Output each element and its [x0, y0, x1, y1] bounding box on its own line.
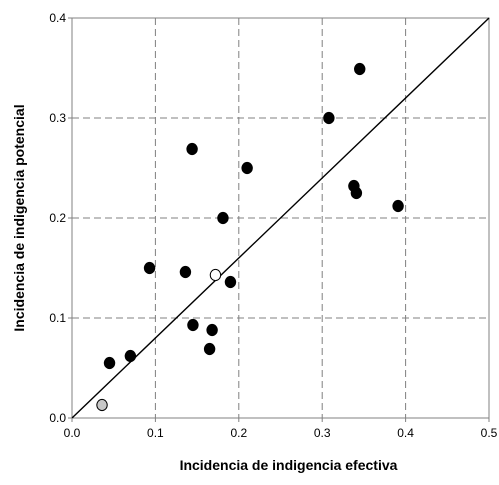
data-point-filled — [241, 161, 253, 175]
reference-line — [71, 17, 490, 419]
data-point-filled — [103, 356, 116, 370]
data-point-filled — [206, 323, 218, 337]
y-tick-label: 0.0 — [49, 411, 66, 425]
data-point-filled — [350, 186, 363, 200]
data-point-filled — [143, 261, 156, 275]
y-tick-label: 0.4 — [49, 11, 66, 25]
data-point-filled — [124, 349, 137, 363]
x-tick-label: 0.0 — [64, 426, 81, 440]
data-points — [96, 62, 404, 412]
y-tick-label: 0.3 — [49, 111, 66, 125]
x-tick-label: 0.1 — [147, 426, 164, 440]
x-axis-ticks: 0.0 0.1 0.2 0.3 0.4 0.5 — [64, 418, 498, 440]
x-tick-label: 0.4 — [397, 426, 414, 440]
x-tick-label: 0.5 — [481, 426, 498, 440]
data-point-filled — [217, 211, 229, 225]
grid-lines — [72, 18, 489, 418]
x-tick-label: 0.2 — [230, 426, 247, 440]
x-axis-title: Incidencia de indigencia efectiva — [180, 457, 398, 473]
data-point-filled — [203, 342, 216, 356]
data-point-gray — [96, 398, 108, 412]
data-point-filled — [187, 318, 199, 332]
data-point-hollow — [209, 268, 222, 282]
y-tick-label: 0.1 — [49, 311, 66, 325]
data-point-filled — [224, 275, 237, 289]
data-point-filled — [392, 199, 404, 213]
y-axis-ticks: 0.0 0.1 0.2 0.3 0.4 — [49, 11, 72, 425]
y-axis-title: Incidencia de indigencia potencial — [11, 104, 27, 331]
data-point-filled — [186, 142, 198, 156]
x-tick-label: 0.3 — [314, 426, 331, 440]
data-point-filled — [354, 62, 366, 76]
data-point-filled — [323, 111, 335, 125]
y-tick-label: 0.2 — [49, 211, 66, 225]
data-point-filled — [179, 265, 192, 279]
